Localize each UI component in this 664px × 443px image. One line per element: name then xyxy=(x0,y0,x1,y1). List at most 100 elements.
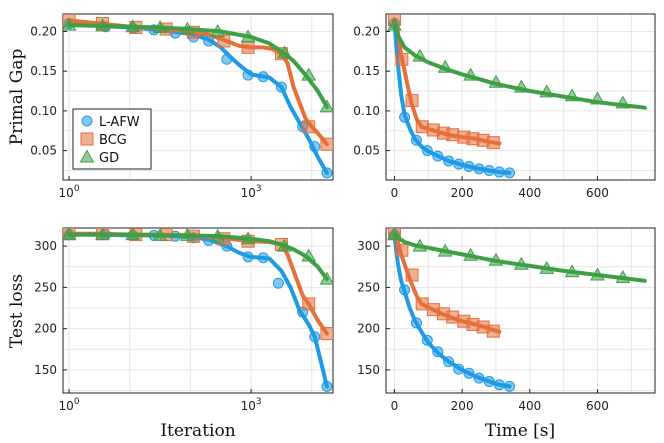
y-tick-label: 0.10 xyxy=(30,104,57,118)
data-point xyxy=(483,164,495,176)
data-point xyxy=(421,334,433,346)
data-point xyxy=(302,297,316,311)
data-point xyxy=(410,317,422,329)
data-point xyxy=(242,251,254,263)
x-axis-label: Iteration xyxy=(160,421,235,441)
x-tick-label: 200 xyxy=(451,186,474,200)
series-line xyxy=(392,23,647,110)
x-tick-label: 103 xyxy=(241,184,262,200)
data-point xyxy=(513,79,529,93)
data-point xyxy=(221,53,233,65)
data-point xyxy=(539,260,555,274)
y-tick-label: 150 xyxy=(357,363,380,377)
x-axis-label: Time [s] xyxy=(485,421,555,441)
data-point xyxy=(443,356,455,368)
series-gd xyxy=(63,228,333,285)
data-point xyxy=(463,247,478,261)
data-point xyxy=(488,252,504,266)
data-point xyxy=(437,59,453,73)
y-tick-label: 0.20 xyxy=(30,24,57,38)
data-point xyxy=(257,71,269,83)
data-point xyxy=(488,74,504,88)
data-point xyxy=(463,367,475,379)
series-gd xyxy=(63,17,333,113)
data-point xyxy=(319,271,333,285)
data-point xyxy=(513,256,529,270)
data-point xyxy=(415,297,429,311)
data-point xyxy=(95,18,110,32)
panel-top-right-plot-area xyxy=(387,14,647,179)
data-point xyxy=(473,163,485,175)
data-point xyxy=(241,40,255,54)
data-point xyxy=(210,23,226,37)
y-tick-label: 300 xyxy=(34,239,57,253)
data-point xyxy=(387,17,402,31)
y-axis-label: Test loss xyxy=(7,274,27,348)
legend-marker xyxy=(80,132,94,146)
data-point xyxy=(473,372,485,384)
panel-top-left-frame xyxy=(62,13,334,181)
data-point xyxy=(277,238,292,252)
y-tick-label: 0.10 xyxy=(353,104,380,118)
data-point xyxy=(539,84,555,98)
data-point xyxy=(180,228,195,241)
data-point xyxy=(564,88,580,102)
panel-bottom-left-frame xyxy=(62,227,334,394)
data-point xyxy=(399,284,411,296)
data-point xyxy=(95,228,110,241)
data-point xyxy=(504,380,516,392)
data-point xyxy=(405,268,419,282)
panel-top-right: 0.05 0.10 0.15 0.20 0 200 400 600 xyxy=(353,13,656,200)
data-point xyxy=(320,137,333,151)
data-point xyxy=(486,136,500,150)
data-point xyxy=(321,167,333,179)
data-point xyxy=(272,277,284,289)
data-point xyxy=(405,94,419,108)
data-point xyxy=(125,19,141,33)
y-tick-label: 200 xyxy=(357,322,380,336)
x-tick-label: 100 xyxy=(59,184,80,200)
panel-top-left: 0.05 0.10 0.15 0.20 100 103 Primal Gap L-AFW BCG… xyxy=(7,13,334,200)
data-point xyxy=(275,81,287,93)
x-tick-label: 600 xyxy=(586,186,609,200)
x-tick-label: 0 xyxy=(391,399,399,413)
data-point xyxy=(240,29,256,43)
y-tick-label: 250 xyxy=(34,280,57,294)
data-point xyxy=(152,228,168,241)
data-point xyxy=(63,228,77,241)
data-point xyxy=(257,252,269,264)
y-tick-label: 250 xyxy=(357,280,380,294)
data-point xyxy=(615,95,631,109)
data-point xyxy=(63,17,77,31)
data-point xyxy=(493,379,505,391)
panel-bottom-right-frame xyxy=(385,227,656,394)
data-point xyxy=(301,67,317,81)
data-point xyxy=(410,134,422,146)
x-tick-label: 400 xyxy=(518,399,541,413)
legend-label: BCG xyxy=(99,133,127,148)
data-point xyxy=(309,331,321,343)
data-point xyxy=(463,67,478,81)
data-point xyxy=(125,228,141,241)
data-point xyxy=(504,167,516,179)
data-point xyxy=(399,111,411,123)
x-tick-label: 400 xyxy=(518,186,541,200)
legend-label: GD xyxy=(99,151,119,166)
data-point xyxy=(240,231,256,245)
panel-top-left-plot-area xyxy=(63,14,333,179)
data-point xyxy=(453,363,465,375)
data-point xyxy=(395,243,409,257)
data-point xyxy=(453,158,465,170)
data-point xyxy=(152,19,168,34)
x-tick-label: 0 xyxy=(391,186,399,200)
data-point xyxy=(443,155,455,167)
y-tick-label: 300 xyxy=(357,239,380,253)
data-point xyxy=(309,141,321,153)
y-tick-label: 200 xyxy=(34,322,57,336)
data-point xyxy=(210,228,226,242)
panel-bottom-right-plot-area xyxy=(387,228,647,392)
x-tick-label: 100 xyxy=(59,397,80,413)
data-point xyxy=(415,120,429,134)
y-axis-label: Primal Gap xyxy=(7,49,27,146)
panel-top-right-frame xyxy=(385,13,656,181)
